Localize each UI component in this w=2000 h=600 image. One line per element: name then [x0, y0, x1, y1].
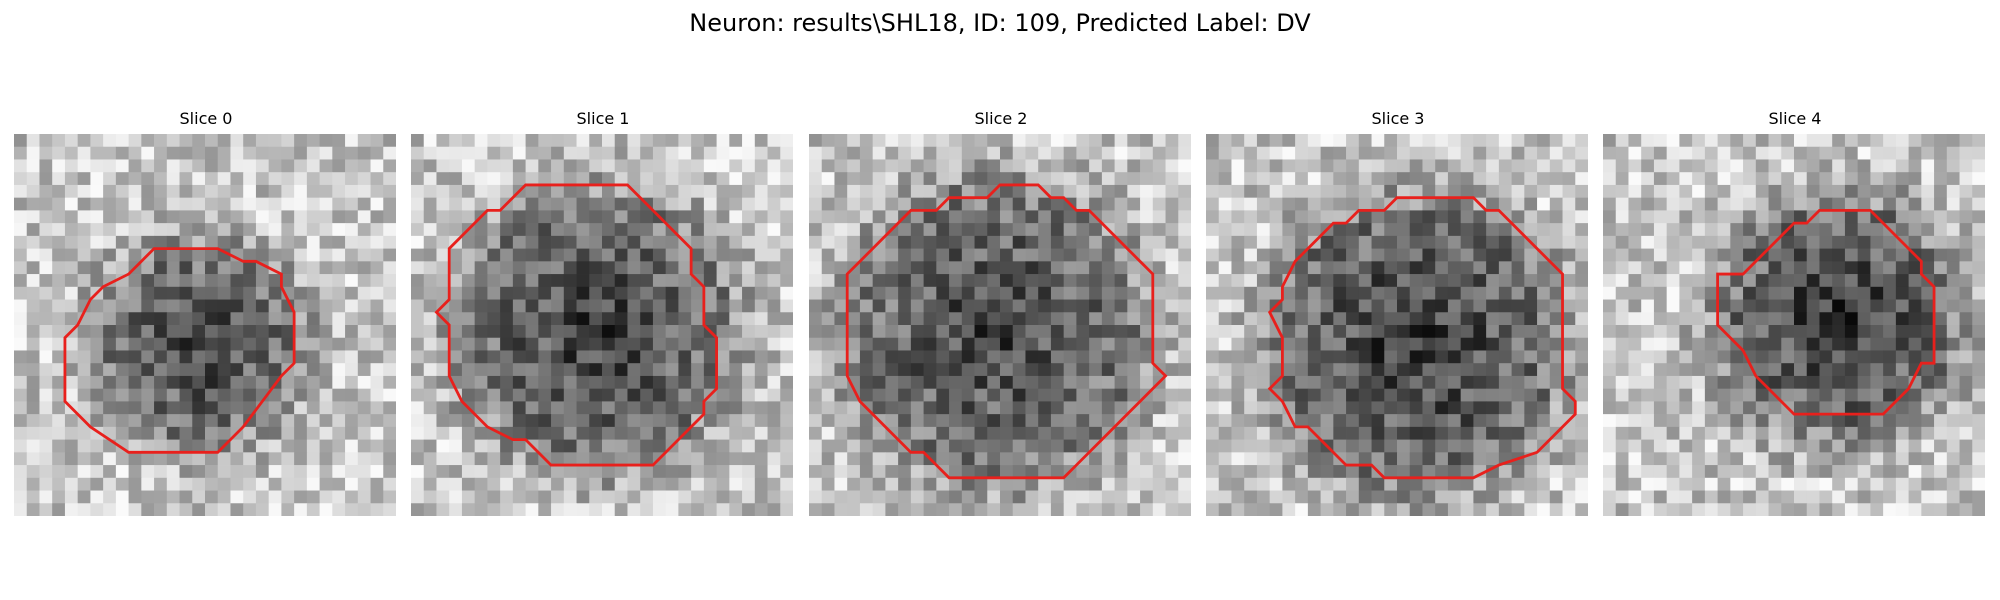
- slice-image-2: [809, 134, 1191, 516]
- slice-image-1: [411, 134, 793, 516]
- roi-contour-4: [1716, 208, 1936, 416]
- roi-contour-3: [1267, 196, 1577, 480]
- slice-image-4: [1603, 134, 1985, 516]
- slice-title-2: Slice 2: [974, 109, 1028, 128]
- roi-contour-0: [63, 247, 296, 454]
- figure-title: Neuron: results\SHL18, ID: 109, Predicte…: [689, 9, 1311, 37]
- slice-title-1: Slice 1: [576, 109, 630, 128]
- slice-image-0: [14, 134, 396, 516]
- pixel-grid-3: [1206, 134, 1588, 516]
- pixel-grid-2: [809, 134, 1191, 516]
- roi-contour-1: [434, 183, 719, 467]
- slice-title-3: Slice 3: [1371, 109, 1425, 128]
- slice-title-4: Slice 4: [1768, 109, 1822, 128]
- pixel-grid-0: [14, 134, 396, 516]
- pixel-grid-4: [1603, 134, 1985, 516]
- pixel-grid-1: [411, 134, 793, 516]
- slice-title-0: Slice 0: [179, 109, 233, 128]
- roi-contour-2: [845, 183, 1168, 480]
- slice-image-3: [1206, 134, 1588, 516]
